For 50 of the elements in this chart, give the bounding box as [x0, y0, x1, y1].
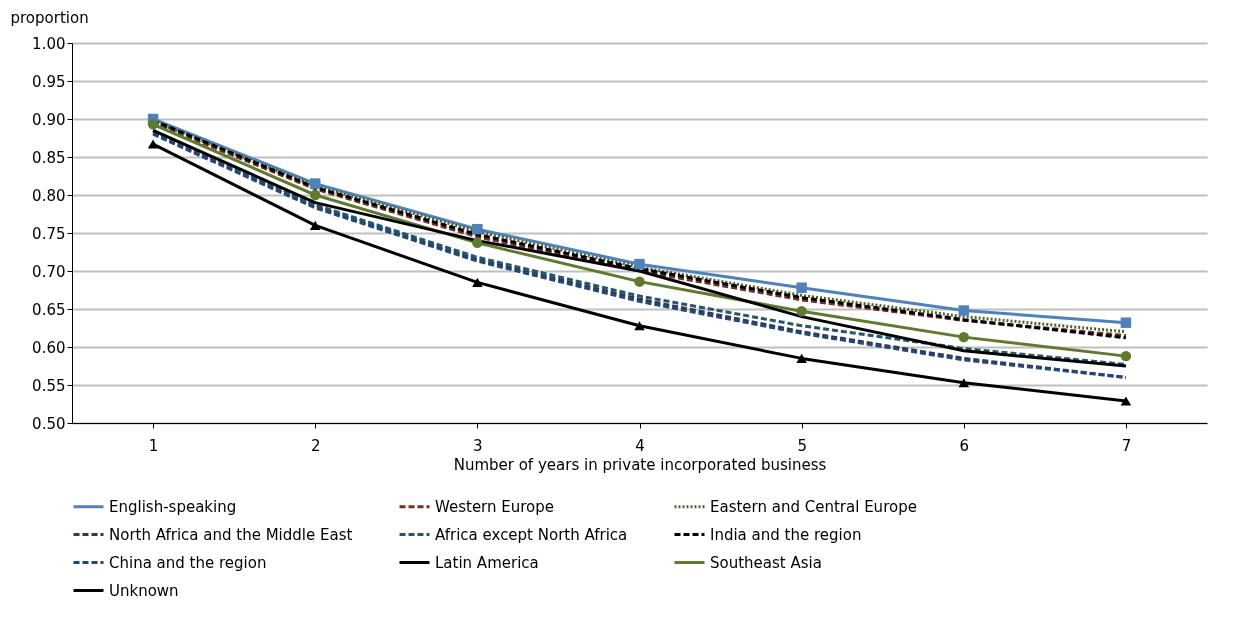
point — [958, 378, 970, 388]
legend-label: China and the region — [109, 553, 267, 572]
x-tick-label: 3 — [473, 436, 483, 455]
x-tick-label: 4 — [635, 436, 645, 455]
x-tick-label: 6 — [959, 436, 970, 455]
point — [634, 258, 645, 270]
y-axis-title: proportion — [10, 8, 89, 27]
point — [472, 277, 483, 287]
legend-label: Eastern and Central Europe — [710, 497, 917, 516]
y-tick-label: 0.60 — [32, 338, 66, 357]
point — [796, 282, 807, 293]
point — [1120, 350, 1132, 362]
point — [147, 139, 159, 149]
point — [634, 276, 645, 287]
point — [958, 305, 970, 316]
y-tick-label: 0.50 — [32, 414, 66, 433]
legend-label: India and the region — [710, 525, 862, 544]
y-tick-label: 0.75 — [32, 224, 66, 243]
legend-label: Africa except North Africa — [435, 525, 628, 544]
x-axis-title: Number of years in private incorporated business — [453, 455, 827, 474]
y-tick-label: 0.70 — [32, 262, 66, 281]
point — [472, 223, 483, 235]
point — [309, 178, 321, 189]
point — [309, 189, 321, 201]
point — [634, 321, 645, 331]
point — [1120, 317, 1132, 328]
point — [958, 331, 970, 343]
y-tick-label: 0.95 — [32, 72, 66, 91]
legend-label: English-speaking — [109, 497, 237, 516]
x-tick-label: 2 — [310, 436, 321, 455]
legend-label: Latin America — [435, 553, 539, 572]
point — [796, 306, 807, 317]
point — [472, 237, 483, 249]
point — [796, 353, 807, 363]
point — [147, 119, 159, 130]
x-tick-label: 5 — [797, 436, 807, 455]
y-tick-label: 0.80 — [32, 186, 66, 205]
point — [1120, 396, 1132, 406]
y-tick-label: 0.85 — [32, 148, 66, 167]
legend-label: Western Europe — [435, 497, 555, 516]
y-tick-label: 0.90 — [32, 110, 66, 129]
point — [309, 220, 321, 230]
legend-label: Southeast Asia — [710, 553, 822, 572]
legend-label: Unknown — [109, 581, 179, 600]
y-tick-label: 0.55 — [32, 376, 66, 395]
y-tick-label: 1.00 — [32, 34, 66, 53]
legend-label: North Africa and the Middle East — [109, 525, 353, 544]
x-tick-label: 7 — [1121, 436, 1132, 455]
x-tick-label: 1 — [148, 436, 159, 455]
y-tick-label: 0.65 — [32, 300, 66, 319]
